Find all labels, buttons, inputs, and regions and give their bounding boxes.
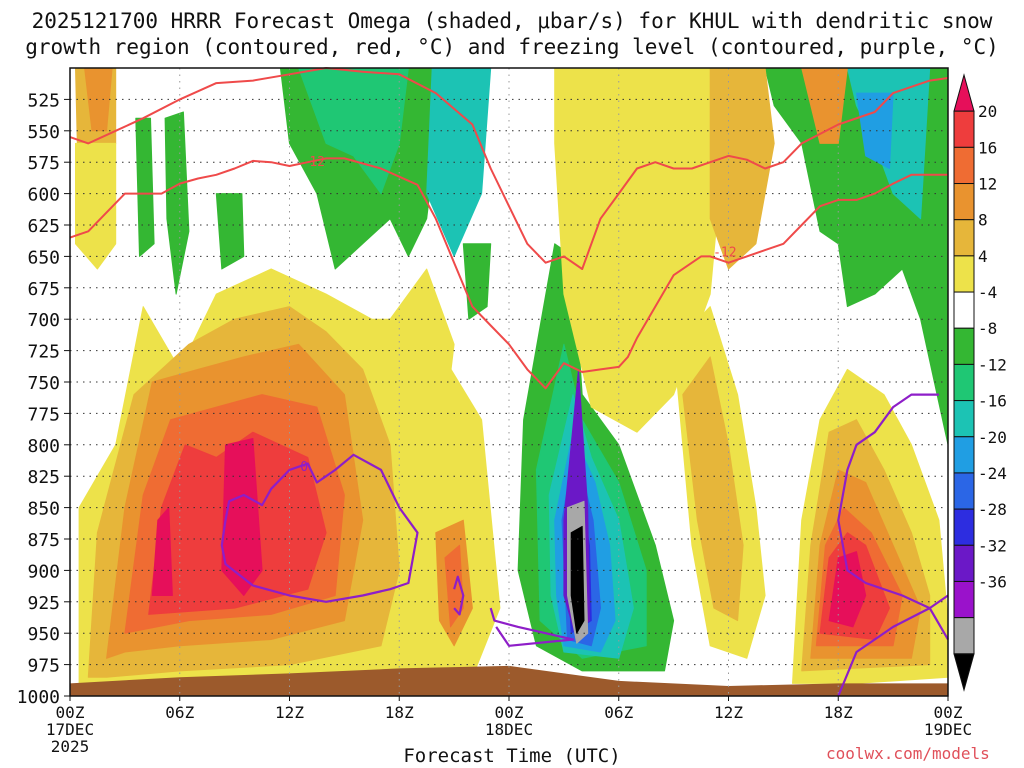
x-axis-label: Forecast Time (UTC) xyxy=(403,745,621,767)
y-tick-label-575: 575 xyxy=(27,153,60,174)
colorbar-swatch-4 xyxy=(953,219,975,257)
x-tick-sublabel-24-0: 18DEC xyxy=(485,720,533,739)
shade-green-streak-2 xyxy=(164,111,190,295)
colorbar-swatch-9 xyxy=(953,400,975,438)
colorbar-label-12: -32 xyxy=(978,536,1007,555)
y-tick-label-1000: 1000 xyxy=(17,687,60,708)
shade-green-streak-4 xyxy=(462,243,492,320)
colorbar-swatch-8 xyxy=(953,363,975,402)
freezing-level-contour-2 xyxy=(453,575,465,616)
colorbar-swatch-13 xyxy=(953,544,975,582)
dgz-upper-contour xyxy=(69,67,949,270)
colorbar-swatch-0 xyxy=(953,73,975,112)
shade-magenta-lower-left-2 xyxy=(221,438,263,596)
shade-right-orange-top xyxy=(709,68,775,270)
shade-neg8-band-left xyxy=(298,68,409,195)
freezing-level-contour-3 xyxy=(489,607,575,647)
x-tick-label-6: 06Z xyxy=(165,703,194,722)
colorbar-label-8: -16 xyxy=(978,392,1007,411)
colorbar-swatch-10 xyxy=(953,436,975,474)
colorbar-swatch-5 xyxy=(953,255,975,293)
y-tick-label-850: 850 xyxy=(27,499,60,520)
dgz-lower-contour xyxy=(69,157,948,390)
colorbar-swatch-7 xyxy=(953,327,975,365)
colorbar-label-4: 4 xyxy=(978,247,988,266)
y-tick-label-625: 625 xyxy=(27,216,60,237)
colorbar-swatch-11 xyxy=(953,472,975,510)
colorbar-label-6: -8 xyxy=(978,319,997,338)
freezing-level-contour xyxy=(220,453,419,603)
x-tick-label-18: 18Z xyxy=(385,703,414,722)
freezing-label: 0 xyxy=(300,460,308,475)
colorbar-swatch-16 xyxy=(953,653,975,692)
x-tick-sublabel-48-0: 19DEC xyxy=(924,720,972,739)
y-tick-label-550: 550 xyxy=(27,122,60,143)
x-tick-label-24: 00Z xyxy=(495,703,524,722)
colorbar-label-10: -24 xyxy=(978,464,1007,483)
colorbar-label-3: 8 xyxy=(978,211,988,230)
shade-negative-core-36 xyxy=(570,525,585,634)
chart-title-line-1: 2025121700 HRRR Forecast Omega (shaded, … xyxy=(31,9,993,33)
colorbar-swatch-14 xyxy=(953,580,975,619)
colorbar-label-2: 12 xyxy=(978,175,997,194)
x-tick-label-30: 06Z xyxy=(604,703,633,722)
shade-green-streak-1 xyxy=(135,117,155,257)
x-tick-sublabel-0-0: 17DEC xyxy=(46,720,94,739)
y-tick-label-675: 675 xyxy=(27,279,60,300)
y-tick-label-900: 900 xyxy=(27,561,60,582)
colorbar-label-1: 16 xyxy=(978,138,997,157)
y-tick-label-650: 650 xyxy=(27,247,60,268)
colorbar-label-5: -4 xyxy=(978,283,997,302)
y-tick-label-725: 725 xyxy=(27,342,60,363)
credit-text: coolwx.com/models xyxy=(826,744,990,763)
y-tick-label-600: 600 xyxy=(27,185,60,206)
colorbar-swatch-3 xyxy=(953,183,975,221)
y-tick-label-925: 925 xyxy=(27,593,60,614)
y-tick-label-775: 775 xyxy=(27,404,60,425)
x-tick-sublabel-0-1: 2025 xyxy=(51,737,90,756)
shade-orange-top-left xyxy=(84,68,113,132)
x-tick-label-36: 12Z xyxy=(714,703,743,722)
colorbar-label-0: 20 xyxy=(978,102,997,121)
contours: -12 -12 0 xyxy=(69,67,949,697)
y-tick-label-875: 875 xyxy=(27,530,60,551)
x-tick-label-12: 12Z xyxy=(275,703,304,722)
omega-shading xyxy=(75,68,948,696)
y-tick-label-525: 525 xyxy=(27,90,60,111)
shade-yellow-top-right-left xyxy=(75,142,117,270)
colorbar-swatch-12 xyxy=(953,508,975,546)
colorbar-swatch-2 xyxy=(953,146,975,185)
shade-middle-orange-2 xyxy=(682,356,744,622)
shade-middle-yellow-streak xyxy=(389,268,455,421)
y-tick-label-700: 700 xyxy=(27,310,60,331)
y-tick-label-750: 750 xyxy=(27,373,60,394)
colorbar: 20 16 12 8 4 -4 -8 -12 -16 -20 -24 -28 -32 -36 xyxy=(953,73,1007,692)
colorbar-label-7: -12 xyxy=(978,355,1007,374)
dgz-upper-label: -12 xyxy=(302,155,325,170)
y-tick-label-825: 825 xyxy=(27,467,60,488)
shade-right-green-band-16 xyxy=(856,92,894,169)
shade-neg12-band-left xyxy=(426,68,492,257)
x-tick-label-42: 18Z xyxy=(824,703,853,722)
chart-title-line-2: growth region (contoured, red, °C) and f… xyxy=(25,35,999,59)
freezing-level-contour-5 xyxy=(837,393,949,641)
colorbar-swatch-6 xyxy=(953,291,975,329)
x-tick-label-48: 00Z xyxy=(934,703,963,722)
dgz-lower-label: -12 xyxy=(713,245,736,260)
colorbar-label-9: -20 xyxy=(978,428,1007,447)
y-tick-label-800: 800 xyxy=(27,436,60,457)
freezing-level-contour-4 xyxy=(837,594,949,697)
axes: 525 550 575 600 625 650 675 700 725 750 775 800 825 8… xyxy=(17,90,972,756)
x-tick-label-0: 00Z xyxy=(56,703,85,722)
shade-right-orange-top-2 xyxy=(801,68,848,144)
colorbar-label-13: -36 xyxy=(978,572,1007,591)
shade-green-streak-3 xyxy=(215,193,245,270)
colorbar-swatch-15 xyxy=(953,617,975,655)
y-tick-label-950: 950 xyxy=(27,624,60,645)
colorbar-label-11: -28 xyxy=(978,500,1007,519)
colorbar-swatch-1 xyxy=(953,110,975,148)
y-tick-label-975: 975 xyxy=(27,656,60,677)
